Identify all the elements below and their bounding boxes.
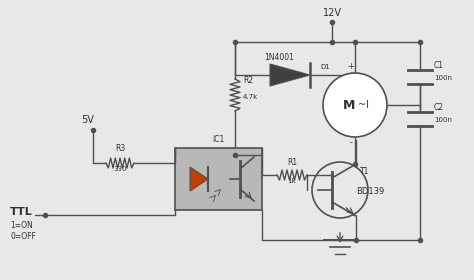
Text: 1k: 1k	[288, 178, 296, 184]
Text: 100n: 100n	[434, 75, 452, 81]
Text: C1: C1	[434, 61, 444, 70]
Text: M: M	[343, 99, 355, 111]
Text: TTL: TTL	[10, 207, 33, 217]
Text: R3: R3	[115, 144, 125, 153]
Text: ~I: ~I	[358, 100, 370, 110]
Text: IC1: IC1	[212, 135, 225, 144]
Text: 5V: 5V	[82, 115, 94, 125]
Circle shape	[323, 73, 387, 137]
Bar	[175, 148, 262, 210]
Text: 330: 330	[113, 166, 127, 172]
Text: C2: C2	[434, 103, 444, 112]
Text: 1N4001: 1N4001	[264, 53, 294, 62]
Text: 4.7k: 4.7k	[243, 94, 258, 100]
Text: 100n: 100n	[434, 117, 452, 123]
Text: BD139: BD139	[356, 187, 384, 196]
Text: T1: T1	[360, 167, 369, 176]
Polygon shape	[190, 167, 208, 191]
Polygon shape	[270, 64, 310, 86]
Text: R1: R1	[287, 158, 297, 167]
Text: R2: R2	[243, 76, 253, 85]
Text: +: +	[347, 62, 355, 71]
Text: 12V: 12V	[322, 8, 341, 18]
Text: 1=ON: 1=ON	[10, 221, 33, 230]
Text: -: -	[349, 138, 353, 147]
Text: 0=OFF: 0=OFF	[10, 232, 36, 241]
Text: D1: D1	[320, 64, 330, 70]
